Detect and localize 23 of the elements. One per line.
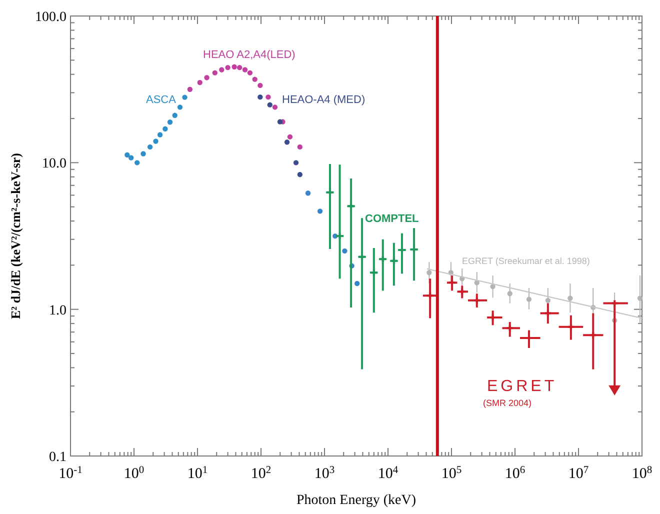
x-tick-label: 10$^{6}$ xyxy=(504,464,526,482)
x-tick-label: 10$^{2}$ xyxy=(250,464,272,482)
x-tick-label: 10$^{-1}$ xyxy=(58,464,82,482)
x-axis-title: Photon Energy (keV) xyxy=(296,493,416,508)
x-tick-label: 10$^{1}$ xyxy=(187,464,208,482)
x-tick-label: 10$^{4}$ xyxy=(378,464,399,482)
series-label: ASCA xyxy=(146,94,177,106)
series-label: EGRET (Sreekumar et al. 1998) xyxy=(462,256,590,266)
annotation: (SMR 2004) xyxy=(483,398,532,408)
x-tick-label: 10$^{7}$ xyxy=(568,464,589,482)
series-label: HEAO-A4 (MED) xyxy=(282,94,366,106)
y-tick-label: 0.1 xyxy=(49,450,66,465)
y-tick-label: 1.0 xyxy=(49,303,66,318)
y-tick-label: 10.0 xyxy=(42,156,66,172)
x-tick-label: 10$^{0}$ xyxy=(124,464,144,482)
series-label: HEAO A2,A4(LED) xyxy=(203,49,296,61)
x-tick-label: 10$^{5}$ xyxy=(441,464,462,482)
y-axis-title: E² dJ/dE (keV²/(cm²-s-keV-sr) xyxy=(8,153,23,319)
y-tick-label: 100.0 xyxy=(35,10,66,25)
series-label: COMPTEL xyxy=(365,213,420,225)
text: EGRET xyxy=(487,378,558,395)
x-tick-label: 10$^{3}$ xyxy=(314,464,335,482)
x-tick-label: 10$^{8}$ xyxy=(632,464,652,482)
